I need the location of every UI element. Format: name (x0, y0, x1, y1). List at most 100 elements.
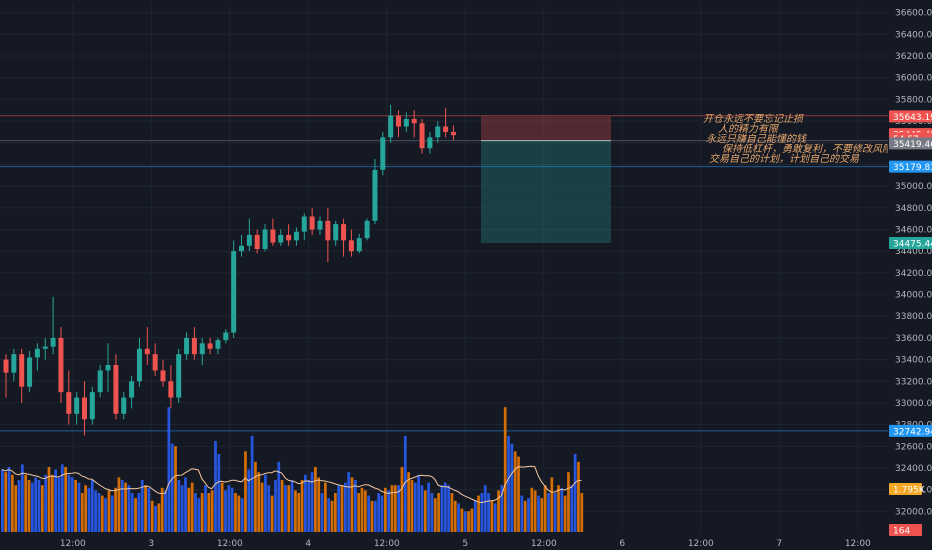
volume-bar (573, 454, 577, 532)
candle-body (160, 370, 166, 382)
volume-bar (380, 495, 384, 532)
volume-bar (160, 487, 164, 532)
price-badge-label: 32742.94 (893, 427, 932, 437)
candle-body (207, 343, 213, 349)
volume-bar (97, 493, 101, 532)
volume-bar (220, 482, 224, 532)
candle-body (239, 245, 244, 252)
volume-bar (327, 498, 331, 532)
candle-body (121, 397, 127, 414)
candle-body (74, 397, 80, 414)
volume-bar (297, 493, 301, 532)
volume-bar (237, 495, 241, 532)
candle-body (50, 337, 56, 347)
candle-body (11, 354, 17, 373)
volume-bar (177, 480, 181, 532)
volume-bar (187, 487, 191, 532)
price-axis[interactable]: 32000.0032200.0032400.0032600.0032800.00… (888, 0, 932, 550)
position-tool[interactable] (481, 116, 611, 244)
volume-bar (190, 482, 194, 532)
y-tick-label: 36000.00 (895, 74, 932, 84)
volume-bar (567, 472, 570, 532)
volume-bar (547, 493, 550, 532)
candle-body (325, 220, 331, 241)
candle-body (348, 240, 354, 252)
volume-bar (247, 469, 251, 532)
x-tick-label: 12:00 (845, 539, 871, 549)
volume-bar (457, 503, 460, 532)
volume-bar (200, 493, 204, 532)
x-tick-label: 4 (305, 539, 311, 549)
volume-bar (390, 485, 394, 532)
candle-body (231, 251, 237, 333)
volume-bar (430, 493, 434, 532)
volume-bar (320, 493, 324, 532)
volume-bar (324, 482, 327, 532)
volume-bar (437, 493, 440, 532)
candle-body (42, 346, 48, 349)
time-axis[interactable]: 12:00 3 12:00 4 12:00 5 12:00 6 12:00 7 12:00 (0, 534, 888, 550)
volume-bar (287, 485, 291, 532)
volume-bar (40, 485, 44, 532)
volume-bar (557, 485, 560, 532)
volume-bar (393, 485, 397, 532)
volume-bar (150, 500, 154, 532)
volume-bar (383, 487, 387, 532)
y-tick-label: 34600.00 (895, 226, 932, 236)
volume-bar (147, 487, 151, 532)
candle-body (427, 137, 433, 149)
volume-bar (270, 495, 274, 532)
volume-bar (470, 508, 474, 532)
volume-bar (167, 407, 171, 532)
candle-body (301, 216, 307, 232)
volume-bar (467, 511, 470, 532)
grid-lines (0, 4, 888, 532)
volume-bar (114, 487, 117, 532)
volume-bar (417, 474, 420, 532)
volume-bar (397, 485, 400, 532)
volume-bar (353, 480, 357, 532)
annotation-note[interactable]: 开仓永远不要忘记止损人的精力有限永远只赚自己能懂的钱保持低杠杆，勇敢复利，不要修… (703, 113, 913, 165)
volume-bar (140, 480, 144, 532)
volume-bar (90, 480, 94, 532)
volume-bar (157, 503, 161, 532)
y-tick-label: 33400.00 (895, 356, 932, 366)
volume-bar (537, 495, 540, 532)
volume-bar (244, 451, 247, 532)
volume-bar (563, 495, 567, 532)
volume-bar (517, 456, 520, 532)
price-badge (889, 160, 932, 173)
candle-body (293, 231, 299, 241)
candle-body (105, 365, 111, 371)
volume-bar (500, 485, 504, 532)
x-tick-label: 7 (776, 539, 782, 549)
candle-body (403, 118, 409, 127)
stop-zone (481, 116, 611, 141)
y-tick-label: 34800.00 (895, 204, 932, 214)
candle-body (372, 169, 378, 221)
volume-bar (77, 482, 81, 532)
y-tick-label: 32400.00 (895, 464, 932, 474)
volume-bar (367, 495, 371, 532)
candle-body (19, 354, 25, 387)
candle-body (333, 224, 339, 241)
volume-bar (304, 474, 307, 532)
volume-bar (84, 485, 87, 532)
candle-body (356, 238, 362, 252)
volume-bar (34, 477, 38, 532)
volume-bar (57, 477, 61, 532)
volume-bar (234, 493, 237, 532)
volume-bar (387, 490, 391, 532)
volume-bar (427, 482, 430, 532)
volume-bar (217, 454, 221, 532)
volume-bar (550, 477, 554, 532)
volume-bar (204, 485, 207, 532)
volume-bar (490, 500, 494, 532)
y-tick-label: 33800.00 (895, 312, 932, 322)
volume-bar (240, 498, 244, 532)
volume-bar (60, 464, 64, 532)
volume-bar (30, 482, 34, 532)
volume-bar (373, 500, 377, 532)
